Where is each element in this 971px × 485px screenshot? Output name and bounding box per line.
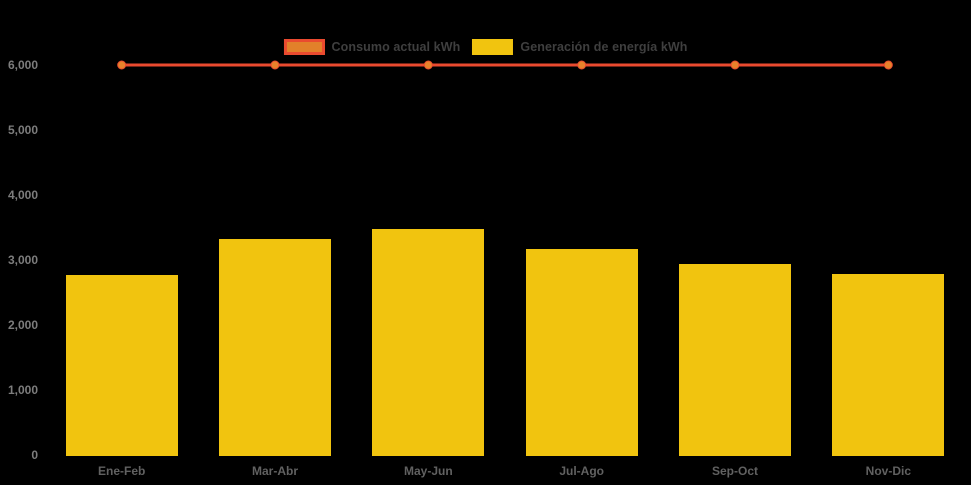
bar-sep-oct[interactable]: [679, 263, 791, 456]
x-axis-label: Jul-Ago: [559, 464, 604, 478]
legend: Consumo actual kWh Generación de energía…: [283, 39, 687, 55]
line-marker[interactable]: [577, 60, 587, 70]
y-axis-label: 2,000: [7, 318, 38, 332]
legend-item-consumo[interactable]: Consumo actual kWh: [283, 39, 460, 55]
consumo-line-swatch-icon: [283, 39, 325, 55]
x-axis-label: Mar-Abr: [251, 464, 298, 478]
bar-mar-abr[interactable]: [219, 239, 331, 456]
y-axis-label: 4,000: [7, 188, 38, 202]
line-marker[interactable]: [423, 60, 433, 70]
legend-label-generacion: Generación de energía kWh: [520, 40, 688, 54]
legend-label-consumo: Consumo actual kWh: [331, 40, 461, 54]
y-axis-label: 6,000: [7, 58, 38, 72]
y-axis-label: 3,000: [7, 253, 38, 267]
y-axis-label: 1,000: [7, 383, 38, 397]
x-axis-label: May-Jun: [403, 464, 453, 478]
bar-nov-dic[interactable]: [832, 273, 945, 456]
line-marker[interactable]: [730, 60, 740, 70]
generacion-bar-swatch-icon: [472, 39, 514, 55]
legend-item-generacion[interactable]: Generación de energía kWh: [472, 39, 687, 55]
y-axis-label: 5,000: [7, 123, 38, 137]
bar-may-jun[interactable]: [372, 228, 485, 456]
bar-ene-feb[interactable]: [65, 274, 178, 456]
line-marker[interactable]: [883, 60, 893, 70]
x-axis-label: Ene-Feb: [97, 464, 146, 478]
x-axis-label: Nov-Dic: [865, 464, 911, 478]
line-marker[interactable]: [117, 60, 127, 70]
y-axis-label: 0: [31, 448, 38, 462]
line-marker[interactable]: [270, 60, 280, 70]
bar-jul-ago[interactable]: [525, 248, 638, 456]
x-axis-label: Sep-Oct: [711, 464, 758, 478]
